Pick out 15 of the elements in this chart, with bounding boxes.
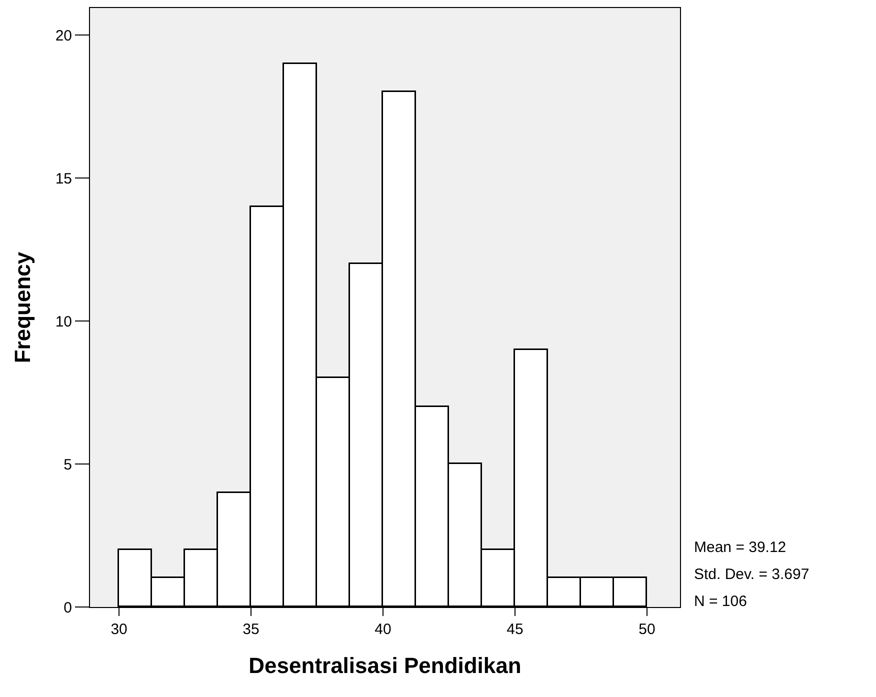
x-tick-label: 45 — [506, 621, 524, 638]
x-axis-title: Desentralisasi Pendidikan — [248, 652, 522, 678]
text: N = 106 — [694, 593, 747, 610]
text: Mean = 39.12 — [694, 539, 786, 556]
y-axis-title: Frequency — [10, 251, 36, 364]
y-tick-label: 15 — [55, 170, 72, 188]
y-tick-label: 20 — [55, 27, 72, 44]
x-tick-label: 30 — [110, 621, 128, 638]
y-tick-label: 10 — [55, 313, 72, 330]
x-tick-label: 40 — [374, 621, 392, 638]
y-tick-label: 0 — [64, 599, 72, 616]
text: Std. Dev. = 3.697 — [694, 566, 810, 583]
x-tick-label: 50 — [638, 621, 656, 638]
y-tick-label: 5 — [64, 456, 72, 474]
x-tick-label: 35 — [242, 621, 260, 638]
